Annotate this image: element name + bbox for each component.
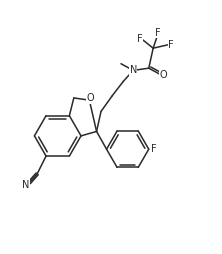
Text: N: N [22,180,30,190]
Text: O: O [87,93,94,103]
Text: N: N [129,65,137,75]
Text: F: F [155,28,161,38]
Text: F: F [151,144,157,154]
Text: F: F [168,40,174,50]
Text: F: F [137,34,142,44]
Text: O: O [160,70,167,80]
